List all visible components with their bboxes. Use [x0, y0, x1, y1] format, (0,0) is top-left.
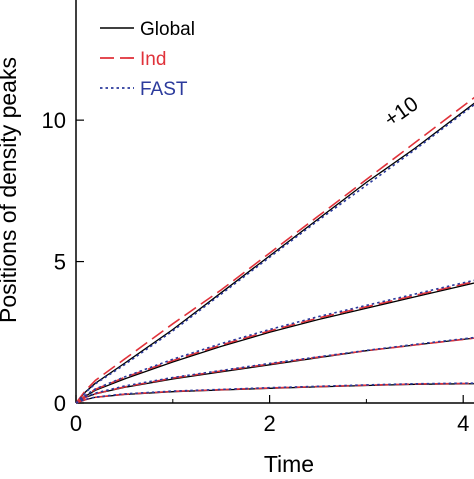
x-tick-label: 4	[457, 411, 469, 436]
series-line-ind-1	[75, 280, 474, 404]
x-tick-label: 2	[263, 411, 275, 436]
y-axis-label: Positions of density peaks	[0, 57, 21, 323]
legend-label-global: Global	[140, 19, 195, 40]
legend-label-fast: FAST	[140, 79, 188, 100]
y-tick-label: 0	[54, 391, 66, 416]
series-line-fast-2	[75, 336, 474, 404]
series-line-fast-0	[75, 103, 474, 404]
y-tick-label: 5	[54, 250, 66, 275]
series-line-global-2	[75, 337, 474, 404]
y-tick-label: 10	[42, 108, 66, 133]
series-line-ind-2	[75, 337, 474, 404]
series-line-ind-0	[75, 96, 474, 404]
series-line-global-1	[75, 282, 474, 404]
series-line-fast-3	[75, 382, 474, 404]
legend-label-ind: Ind	[140, 49, 166, 70]
x-tick-label: 0	[70, 411, 82, 436]
legend: Global Ind FAST	[100, 19, 195, 100]
x-axis-label: Time	[264, 451, 314, 474]
series-group	[75, 96, 474, 404]
series-line-global-0	[75, 102, 474, 404]
series-line-ind-3	[75, 382, 474, 404]
series-line-fast-1	[75, 279, 474, 404]
annotation-label: +10	[380, 92, 422, 131]
